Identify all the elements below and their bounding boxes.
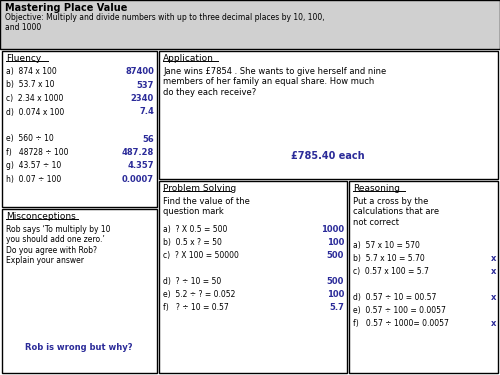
Text: 100: 100 <box>326 238 344 247</box>
Text: c)  0.57 x 100 = 5.7: c) 0.57 x 100 = 5.7 <box>353 267 429 276</box>
Text: Put a cross by the
calculations that are
not correct: Put a cross by the calculations that are… <box>353 197 439 227</box>
Text: 4.357: 4.357 <box>128 162 154 171</box>
Text: 5.7: 5.7 <box>329 303 344 312</box>
Text: f)   0.57 ÷ 1000= 0.0057: f) 0.57 ÷ 1000= 0.0057 <box>353 319 449 328</box>
Text: a)  57 x 10 = 570: a) 57 x 10 = 570 <box>353 241 420 250</box>
Bar <box>349 181 498 373</box>
Text: d)  ? ÷ 10 = 50: d) ? ÷ 10 = 50 <box>163 277 221 286</box>
Text: Rob is wrong but why?: Rob is wrong but why? <box>25 343 133 352</box>
Text: 0.0007: 0.0007 <box>122 175 154 184</box>
Bar <box>0 0 500 49</box>
Text: c)  2.34 x 1000: c) 2.34 x 1000 <box>6 94 64 103</box>
Text: 87400: 87400 <box>125 67 154 76</box>
Text: Reasoning: Reasoning <box>353 184 400 193</box>
Text: b)  5.7 x 10 = 5.70: b) 5.7 x 10 = 5.70 <box>353 254 425 263</box>
Text: h)  0.07 ÷ 100: h) 0.07 ÷ 100 <box>6 175 61 184</box>
Text: b)  0.5 x ? = 50: b) 0.5 x ? = 50 <box>163 238 222 247</box>
Text: Jane wins £7854 . She wants to give herself and nine
members of her family an eq: Jane wins £7854 . She wants to give hers… <box>163 67 386 97</box>
Text: Rob says ‘To multiply by 10
you should add one zero.’
Do you agree with Rob?
Exp: Rob says ‘To multiply by 10 you should a… <box>6 225 110 265</box>
Text: Misconceptions: Misconceptions <box>6 212 76 221</box>
Bar <box>2 209 157 373</box>
Text: 500: 500 <box>326 277 344 286</box>
Text: e)  560 ÷ 10: e) 560 ÷ 10 <box>6 135 54 144</box>
Text: 56: 56 <box>142 135 154 144</box>
Text: 2340: 2340 <box>131 94 154 103</box>
Text: 7.4: 7.4 <box>139 108 154 117</box>
Text: Fluency: Fluency <box>6 54 41 63</box>
Text: a)  874 x 100: a) 874 x 100 <box>6 67 57 76</box>
Text: x: x <box>490 267 496 276</box>
Text: a)  ? X 0.5 = 500: a) ? X 0.5 = 500 <box>163 225 228 234</box>
Text: d)  0.074 x 100: d) 0.074 x 100 <box>6 108 64 117</box>
Text: b)  53.7 x 10: b) 53.7 x 10 <box>6 81 54 90</box>
Text: e)  5.2 ÷ ? = 0.052: e) 5.2 ÷ ? = 0.052 <box>163 290 236 299</box>
Text: 487.28: 487.28 <box>122 148 154 157</box>
Text: f)   48728 ÷ 100: f) 48728 ÷ 100 <box>6 148 68 157</box>
Text: Mastering Place Value: Mastering Place Value <box>5 3 128 13</box>
Bar <box>159 181 347 373</box>
Text: c)  ? X 100 = 50000: c) ? X 100 = 50000 <box>163 251 239 260</box>
Text: e)  0.57 ÷ 100 = 0.0057: e) 0.57 ÷ 100 = 0.0057 <box>353 306 446 315</box>
Text: x: x <box>490 254 496 263</box>
Text: f)   ? ÷ 10 = 0.57: f) ? ÷ 10 = 0.57 <box>163 303 229 312</box>
Text: Application: Application <box>163 54 214 63</box>
Text: x: x <box>490 293 496 302</box>
Text: Problem Solving: Problem Solving <box>163 184 236 193</box>
Text: Objective: Multiply and divide numbers with up to three decimal places by 10, 10: Objective: Multiply and divide numbers w… <box>5 13 324 32</box>
Text: 1000: 1000 <box>321 225 344 234</box>
Text: £785.40 each: £785.40 each <box>291 151 365 161</box>
Text: 537: 537 <box>136 81 154 90</box>
Text: 100: 100 <box>326 290 344 299</box>
Bar <box>2 51 157 207</box>
Text: Find the value of the
question mark: Find the value of the question mark <box>163 197 250 216</box>
Text: 500: 500 <box>326 251 344 260</box>
Bar <box>159 51 498 179</box>
Text: g)  43.57 ÷ 10: g) 43.57 ÷ 10 <box>6 162 61 171</box>
Text: x: x <box>490 319 496 328</box>
Text: d)  0.57 ÷ 10 = 00.57: d) 0.57 ÷ 10 = 00.57 <box>353 293 436 302</box>
